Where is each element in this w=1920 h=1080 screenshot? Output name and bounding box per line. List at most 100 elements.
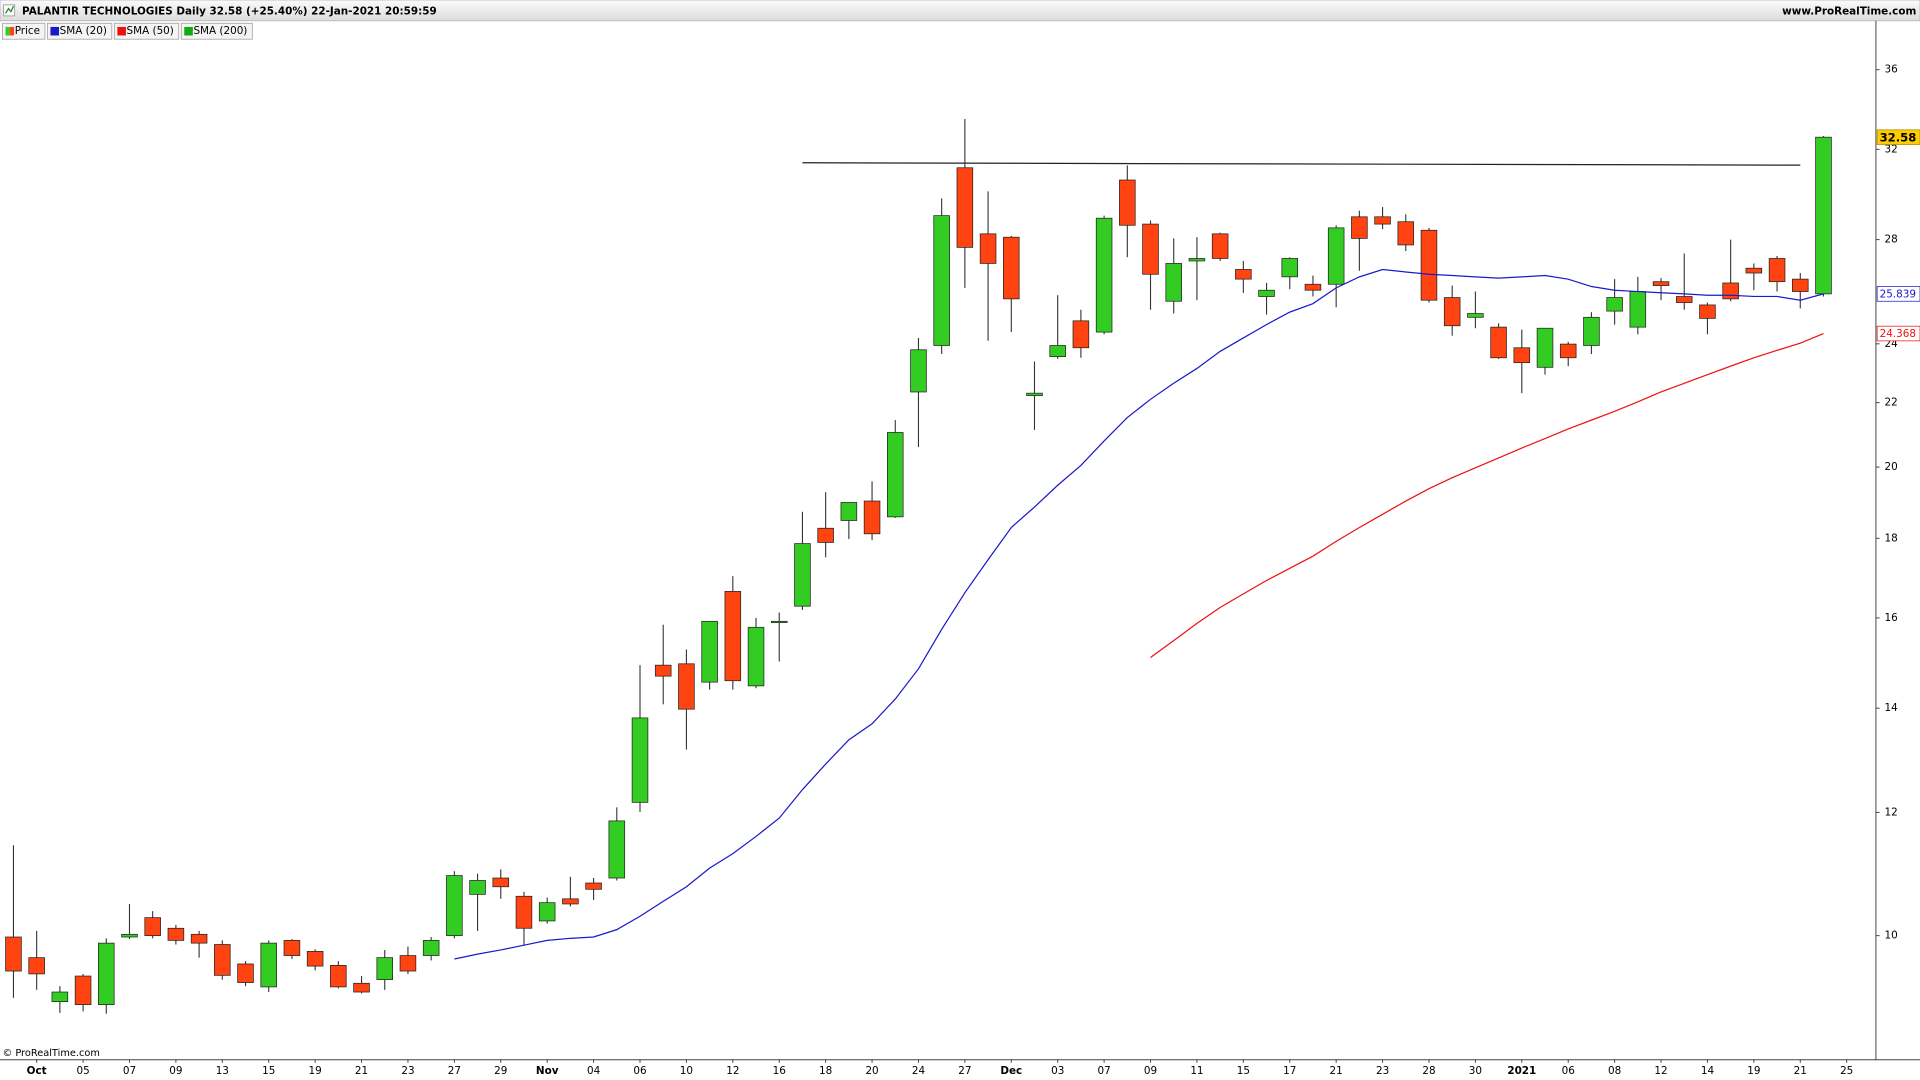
candle-body: [1513, 347, 1531, 364]
candle-body: [1722, 282, 1739, 300]
x-tick-label: 19: [309, 1065, 322, 1077]
legend-swatch: [50, 26, 60, 36]
candle-body: [469, 880, 486, 895]
candle-body: [1467, 313, 1484, 318]
legend: Price SMA (20) SMA (50) SMA (200): [2, 22, 253, 40]
candle-body: [1745, 267, 1763, 274]
candle-body: [1536, 327, 1554, 368]
candle-body: [770, 620, 788, 623]
legend-swatch: [5, 26, 10, 36]
candle-body: [1559, 343, 1577, 359]
x-tick-label: 18: [819, 1065, 832, 1077]
candle-body: [1420, 229, 1438, 301]
candle-body: [376, 957, 394, 981]
candle-body: [422, 940, 440, 956]
legend-item[interactable]: SMA (20): [47, 22, 113, 40]
legend-box: [47, 22, 113, 40]
candle-body: [28, 957, 45, 975]
candle-body: [1188, 258, 1206, 262]
x-tick-label: 12: [726, 1065, 739, 1077]
x-tick-label: 03: [1051, 1065, 1064, 1077]
x-tick-label: Oct: [27, 1065, 47, 1077]
candle-body: [863, 500, 881, 535]
candle-body: [190, 933, 208, 944]
candle-body: [910, 349, 927, 393]
candle-body: [1327, 227, 1345, 285]
candle-body: [608, 820, 626, 879]
legend-label: SMA (50): [127, 25, 174, 37]
candle-body: [1792, 278, 1809, 292]
candle-body: [515, 895, 533, 929]
chart-title: PALANTIR TECHNOLOGIES Daily 32.58 (+25.4…: [22, 6, 437, 18]
candle-body: [51, 991, 69, 1003]
candle-body: [74, 975, 92, 1006]
candle-body: [1281, 258, 1299, 278]
candle-body: [631, 717, 649, 803]
price-tag-bg: [1876, 129, 1920, 145]
candle-body: [1165, 263, 1182, 302]
y-tick-label: 22: [1884, 397, 1897, 409]
candle-body: [1397, 221, 1415, 246]
candle-body: [1629, 291, 1647, 328]
candle-body: [840, 502, 858, 521]
candle-body: [1374, 216, 1391, 225]
y-tick-label: 18: [1884, 532, 1897, 544]
candle-body: [260, 942, 277, 988]
candle-body: [1652, 281, 1670, 286]
x-tick-label: 17: [1283, 1065, 1296, 1077]
legend-box: [113, 22, 180, 40]
x-tick-label: 07: [1097, 1065, 1110, 1077]
y-tick-label: 36: [1884, 64, 1897, 76]
legend-swatch: [117, 26, 126, 36]
candle-body: [538, 902, 556, 922]
legend-item[interactable]: SMA (50): [113, 22, 180, 40]
header-icon-glyph: [4, 5, 15, 14]
x-tick-label: 2021: [1507, 1065, 1536, 1077]
price-tag: 25.839: [1880, 289, 1916, 301]
legend-label: SMA (20): [60, 25, 107, 37]
price-tag-bg: [1876, 325, 1920, 342]
y-tick-label: 14: [1884, 702, 1898, 714]
candle-body: [1095, 217, 1113, 333]
candle-body: [1699, 304, 1716, 319]
legend-box: [180, 22, 253, 40]
candle-body: [747, 626, 765, 687]
candle-body: [144, 917, 161, 937]
candle-body: [283, 940, 301, 956]
candle-body: [1583, 316, 1600, 346]
x-tick-label: 21: [355, 1065, 368, 1077]
candle-body: [1026, 392, 1043, 396]
y-tick-label: 10: [1884, 930, 1897, 942]
x-tick-label: 15: [262, 1065, 275, 1077]
candle-body: [446, 875, 463, 937]
x-tick-label: 23: [401, 1065, 414, 1077]
x-tick-label: 30: [1469, 1065, 1482, 1077]
candle-body: [353, 982, 370, 993]
x-tick-label: 21: [1330, 1065, 1343, 1077]
header-icon: [3, 4, 16, 17]
x-tick-label: 25: [1840, 1065, 1853, 1077]
x-tick-label: 24: [912, 1065, 926, 1077]
x-tick-label: 21: [1794, 1065, 1807, 1077]
x-tick-label: 20: [865, 1065, 878, 1077]
header-bar: [0, 0, 1920, 22]
candle-body: [933, 215, 950, 346]
price-tag: 32.58: [1880, 130, 1917, 144]
legend-item[interactable]: SMA (200): [180, 22, 253, 40]
sma-line: [454, 268, 1824, 960]
x-tick-label: 06: [633, 1065, 646, 1077]
candle-body: [979, 233, 997, 264]
legend-item[interactable]: Price: [2, 22, 46, 40]
candle-body: [399, 955, 417, 972]
x-tick-label: 14: [1701, 1065, 1715, 1077]
x-tick-label: 09: [1144, 1065, 1157, 1077]
y-tick-label: 12: [1884, 806, 1897, 818]
x-tick-label: 04: [587, 1065, 601, 1077]
x-tick-label: 27: [958, 1065, 971, 1077]
legend-label: SMA (200): [193, 25, 247, 37]
candle-body: [1443, 297, 1461, 327]
source-link: www.ProRealTime.com: [1782, 6, 1916, 18]
legend-swatch: [9, 26, 15, 36]
candle-body: [492, 877, 510, 888]
